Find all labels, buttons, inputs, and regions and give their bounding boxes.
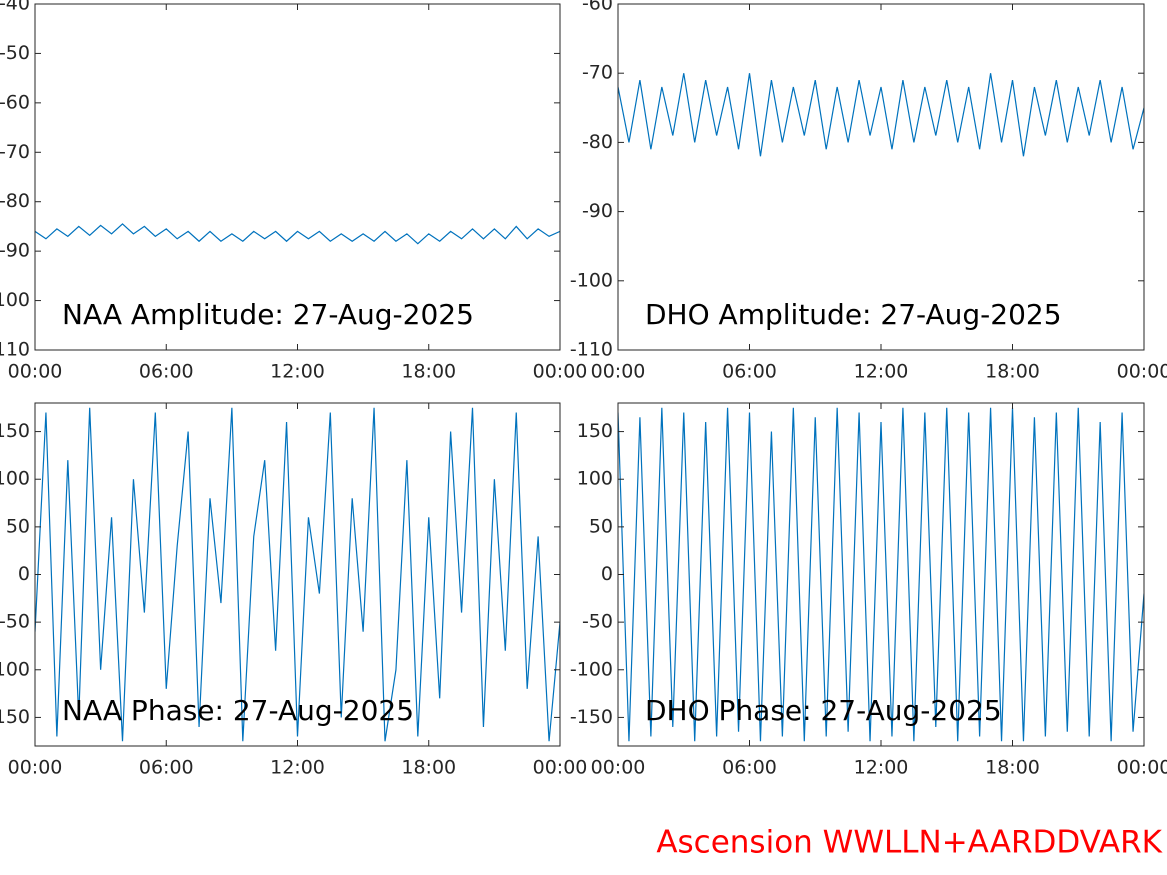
footer: Ascension WWLLN+AARDDVARK: [656, 825, 1162, 861]
y-tick-label: 0: [601, 563, 613, 585]
subplot: -40-50-60-70-80-90-100-11000:0006:0012:0…: [0, 0, 587, 383]
y-tick-label: -60: [582, 0, 613, 15]
plot-area: [35, 403, 560, 746]
x-tick-label: 06:00: [722, 757, 777, 779]
x-tick-label: 12:00: [854, 361, 909, 383]
y-tick-label: 100: [0, 468, 30, 490]
subplot: -150 -100 -50 0 50 100 150 00:00 06:00 12:00 18:00…: [570, 402, 1167, 779]
x-tick-label: 00:00: [591, 361, 646, 383]
data-line: [35, 223, 560, 245]
data-line: [618, 407, 1144, 742]
x-tick-label: 12:00: [270, 361, 325, 383]
x-tick-label: 18:00: [401, 757, 456, 779]
x-tick-label: 00:00: [1117, 361, 1167, 383]
subplot: -150 -100 -50 0 50 100 150 00:00 06:00 12:00 18:00…: [0, 402, 588, 779]
annotation: DHO Phase: 27-Aug-2025: [645, 694, 1002, 727]
x-tick-label: 00:00: [591, 757, 646, 779]
y-tick-label: 50: [589, 515, 613, 537]
x-tick-label: 00:00: [1117, 757, 1167, 779]
y-tick-label: -100: [570, 269, 613, 291]
plot-area: [618, 4, 1144, 350]
x-tick-label: 06:00: [722, 361, 777, 383]
y-tick-label: -50: [0, 42, 30, 64]
y-tick-label: -110: [0, 339, 30, 361]
y-tick-label: -110: [570, 339, 613, 361]
y-tick-label: -50: [582, 611, 613, 633]
y-tick-label: -100: [0, 289, 30, 311]
plot-area: [35, 4, 560, 350]
y-tick-label: 150: [577, 420, 613, 442]
y-tick-label: 150: [0, 420, 30, 442]
axes-box: [617, 402, 1145, 747]
y-tick-label: -70: [0, 141, 30, 163]
y-tick-label: -90: [582, 200, 613, 222]
y-tick-label: -100: [570, 658, 613, 680]
data-line: [35, 407, 560, 742]
y-tick-label: -70: [582, 62, 613, 84]
y-tick-label: -80: [582, 131, 613, 153]
x-tick-label: 00:00: [8, 361, 63, 383]
y-tick-label: 0: [18, 563, 30, 585]
annotation: DHO Amplitude: 27-Aug-2025: [645, 298, 1062, 331]
y-tick-label: -60: [0, 91, 30, 113]
data-line: [618, 73, 1144, 157]
x-tick-label: 18:00: [985, 757, 1040, 779]
x-tick-label: 12:00: [270, 757, 325, 779]
x-tick-label: 12:00: [854, 757, 909, 779]
y-tick-label: 100: [577, 468, 613, 490]
x-tick-label: 06:00: [139, 757, 194, 779]
axes-box: [34, 402, 561, 747]
plot-area: [618, 403, 1144, 746]
y-tick-label: -100: [0, 658, 30, 680]
annotation: NAA Amplitude: 27-Aug-2025: [62, 298, 474, 331]
y-tick-label: 50: [6, 515, 30, 537]
x-tick-label: 00:00: [533, 361, 588, 383]
x-tick-label: 18:00: [985, 361, 1040, 383]
y-tick-label: -150: [570, 706, 613, 728]
x-tick-label: 00:00: [533, 757, 588, 779]
axes-box: [617, 3, 1145, 351]
axes-box: [34, 3, 561, 351]
y-tick-label: -80: [0, 190, 30, 212]
annotation: NAA Phase: 27-Aug-2025: [62, 694, 414, 727]
y-tick-label: -50: [0, 611, 30, 633]
x-tick-label: 18:00: [401, 361, 456, 383]
x-tick-label: 06:00: [139, 361, 194, 383]
x-tick-label: 00:00: [8, 757, 63, 779]
y-tick-label: -150: [0, 706, 30, 728]
y-tick-label: -90: [0, 240, 30, 262]
y-tick-label: -40: [0, 0, 30, 15]
